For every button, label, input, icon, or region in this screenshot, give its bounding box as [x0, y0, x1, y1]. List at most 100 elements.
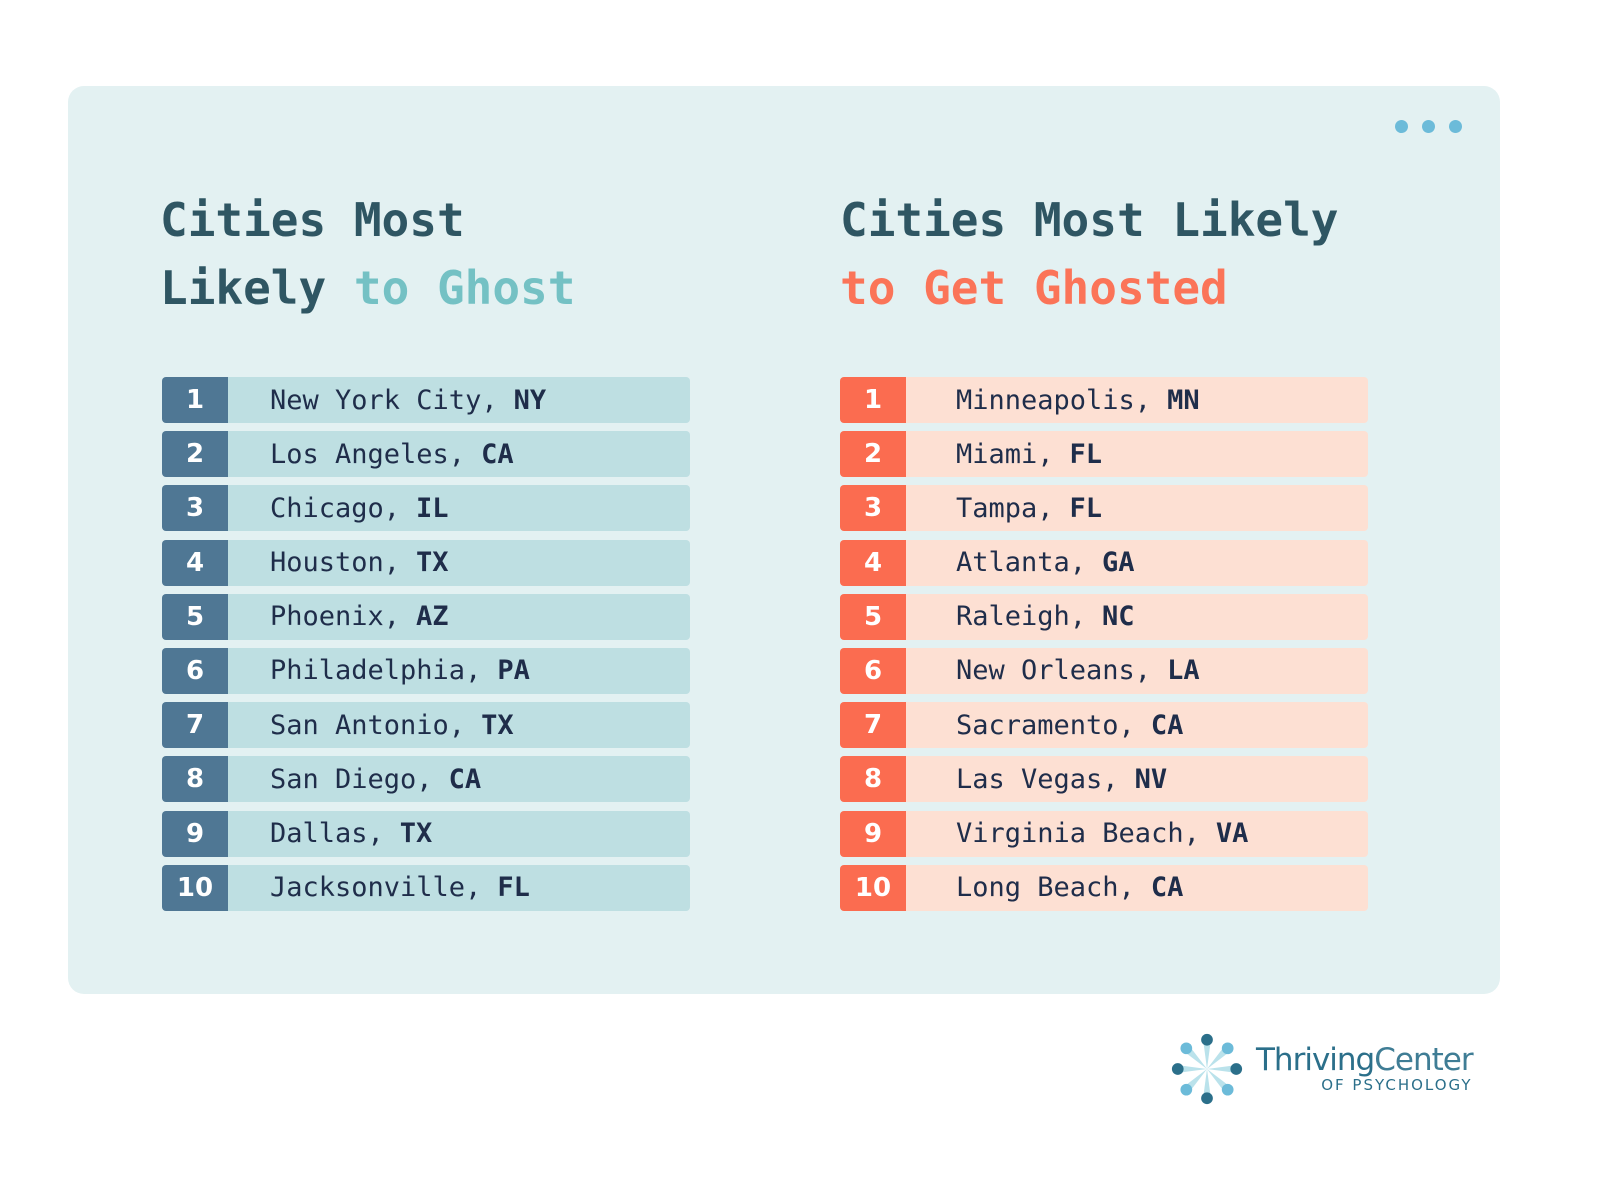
- list-item: 8 San Diego, CA: [162, 756, 690, 803]
- list-item: 9 Dallas, TX: [162, 810, 690, 857]
- city-name: Minneapolis,: [956, 384, 1152, 416]
- city-label: Tampa, FL: [906, 485, 1368, 532]
- state-code: NY: [513, 384, 547, 416]
- city-label: Minneapolis, MN: [906, 377, 1368, 423]
- list-item: 6 Philadelphia, PA: [162, 647, 690, 694]
- rank-badge: 9: [162, 810, 228, 857]
- left-title-line2: Likely: [160, 261, 327, 315]
- state-code: NC: [1102, 601, 1135, 633]
- left-title: Cities Most Likely to Ghost: [160, 186, 575, 322]
- list-item: 4 Atlanta, GA: [840, 539, 1368, 586]
- city-label: Atlanta, GA: [906, 539, 1368, 586]
- city-name: Houston,: [270, 547, 401, 579]
- rank-badge: 3: [162, 485, 228, 532]
- city-name: Atlanta,: [956, 547, 1087, 579]
- rank-badge: 3: [840, 485, 906, 532]
- list-item: 3 Chicago, IL: [162, 485, 690, 532]
- burst-dot: [1180, 1042, 1193, 1055]
- rank-badge: 7: [840, 702, 906, 749]
- list-item: 1 Minneapolis, MN: [840, 377, 1368, 423]
- infographic-card: Cities Most Likely to Ghost Cities Most …: [68, 86, 1500, 994]
- rank-badge: 2: [840, 431, 906, 478]
- logo-name-light: Center: [1374, 1042, 1473, 1078]
- burst-dot: [1221, 1083, 1234, 1096]
- city-name: Los Angeles,: [270, 438, 466, 470]
- city-label: Long Beach, CA: [906, 864, 1368, 911]
- right-title: Cities Most Likely to Get Ghosted: [840, 186, 1339, 322]
- rank-badge: 8: [840, 756, 906, 803]
- rank-badge: 1: [840, 377, 906, 423]
- list-item: 4 Houston, TX: [162, 539, 690, 586]
- burst-dot: [1221, 1042, 1234, 1055]
- city-label: Virginia Beach, VA: [906, 810, 1368, 857]
- city-name: San Antonio,: [270, 709, 466, 741]
- rank-badge: 4: [840, 539, 906, 586]
- list-item: 5 Phoenix, AZ: [162, 593, 690, 640]
- burst-dot: [1230, 1063, 1243, 1075]
- city-name: Chicago,: [270, 492, 401, 524]
- state-code: TX: [399, 818, 433, 849]
- city-name: Jacksonville,: [270, 872, 482, 904]
- ghosted-city-list: 1 Minneapolis, MN 2 Miami, FL 3 Tampa, FL 4 At…: [840, 377, 1368, 919]
- city-label: Sacramento, CA: [906, 702, 1368, 749]
- burst-ray: [1177, 1065, 1207, 1073]
- burst-dot: [1180, 1083, 1193, 1096]
- right-title-line1: Cities Most Likely: [840, 193, 1339, 247]
- ghost-city-list: 1 New York City, NY 2 Los Angeles, CA 3 Chic…: [162, 377, 690, 919]
- city-name: Tampa,: [956, 492, 1054, 524]
- city-name: Miami,: [956, 438, 1054, 470]
- starburst-logo-icon: [1171, 1033, 1243, 1105]
- city-name: Sacramento,: [956, 709, 1135, 741]
- state-code: TX: [481, 709, 514, 741]
- dot: [1422, 120, 1435, 133]
- rank-badge: 5: [840, 593, 906, 640]
- city-name: New York City,: [270, 384, 498, 416]
- city-label: New Orleans, LA: [906, 647, 1368, 694]
- city-label: Houston, TX: [228, 539, 690, 586]
- state-code: CA: [448, 763, 482, 795]
- list-item: 1 New York City, NY: [162, 377, 690, 423]
- burst-ray: [1203, 1039, 1211, 1069]
- more-dots-icon: [1395, 120, 1462, 133]
- city-label: Chicago, IL: [228, 485, 690, 532]
- city-label: Dallas, TX: [228, 810, 690, 857]
- city-label: Raleigh, NC: [906, 593, 1368, 640]
- state-code: CA: [481, 438, 514, 470]
- rank-badge: 6: [840, 647, 906, 694]
- list-item: 5 Raleigh, NC: [840, 593, 1368, 640]
- state-code: MN: [1167, 384, 1200, 416]
- rank-badge: 8: [162, 756, 228, 803]
- list-item: 8 Las Vegas, NV: [840, 756, 1368, 803]
- rank-badge: 4: [162, 539, 228, 586]
- left-title-accent: to Ghost: [353, 261, 576, 315]
- state-code: CA: [1150, 872, 1184, 904]
- rank-badge: 2: [162, 431, 228, 478]
- burst-ray: [1203, 1069, 1211, 1099]
- rank-badge: 5: [162, 593, 228, 640]
- list-item: 2 Miami, FL: [840, 431, 1368, 478]
- state-code: PA: [497, 655, 530, 687]
- state-code: FL: [1069, 492, 1103, 524]
- city-label: Los Angeles, CA: [228, 431, 690, 478]
- state-code: FL: [1069, 438, 1103, 470]
- burst-dot: [1201, 1033, 1213, 1046]
- dot: [1395, 120, 1408, 133]
- state-code: CA: [1150, 709, 1184, 741]
- city-label: New York City, NY: [228, 377, 690, 423]
- thriving-center-logo: ThrivingCenter OF PSYCHOLOGY: [1168, 1030, 1474, 1108]
- city-label: Jacksonville, FL: [228, 864, 690, 911]
- list-item: 7 Sacramento, CA: [840, 702, 1368, 749]
- state-code: VA: [1215, 818, 1249, 849]
- city-name: Raleigh,: [956, 601, 1087, 633]
- list-item: 2 Los Angeles, CA: [162, 431, 690, 478]
- logo-subtitle: OF PSYCHOLOGY: [1321, 1076, 1473, 1094]
- dot: [1449, 120, 1462, 133]
- city-label: Phoenix, AZ: [228, 593, 690, 640]
- right-title-accent: to Get Ghosted: [840, 261, 1228, 315]
- logo-name-bold: Thriving: [1256, 1042, 1375, 1078]
- state-code: FL: [497, 872, 530, 904]
- list-item: 10 Long Beach, CA: [840, 864, 1368, 911]
- city-name: Long Beach,: [956, 872, 1135, 904]
- city-name: Phoenix,: [270, 601, 401, 633]
- city-label: Las Vegas, NV: [906, 756, 1368, 803]
